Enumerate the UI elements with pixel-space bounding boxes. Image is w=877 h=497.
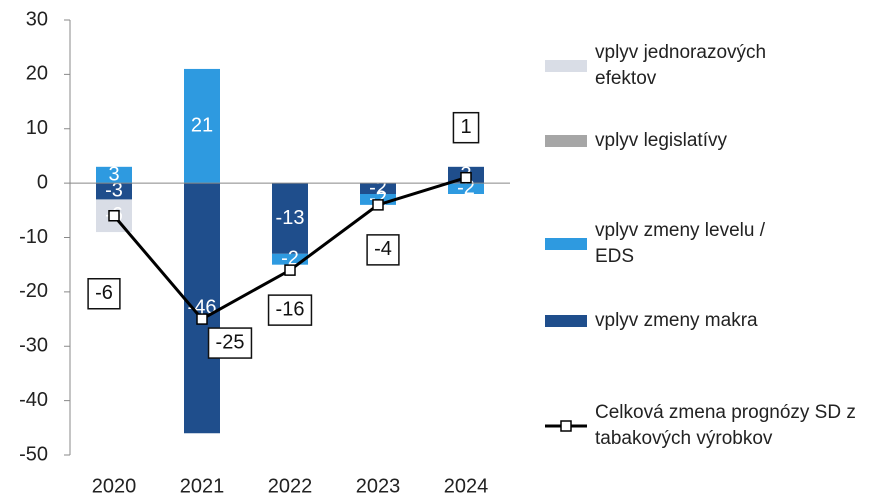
y-tick-label: -20: [19, 280, 48, 302]
x-tick-label: 2022: [268, 475, 313, 497]
line-label: -16: [276, 298, 305, 320]
marker: [284, 264, 296, 276]
legend-label: vplyv zmeny levelu / EDS: [595, 220, 766, 267]
legend-swatch: [545, 238, 587, 250]
y-tick-label: 10: [26, 117, 48, 139]
legend-swatch: [545, 315, 587, 327]
marker: [196, 313, 208, 325]
bar: [96, 166, 132, 184]
legend-label: vplyv jednorazových efektov: [595, 42, 767, 89]
data-label: 21: [191, 114, 213, 136]
line-label: 1: [460, 116, 471, 138]
legend-rect: [545, 238, 587, 250]
y-tick-label: 20: [26, 63, 48, 85]
y-tick-label: -30: [19, 335, 48, 357]
marker: [372, 199, 384, 211]
legend-rect: [545, 135, 587, 147]
line-label: -25: [216, 331, 245, 353]
legend-swatch: [545, 135, 587, 147]
y-tick-label: -40: [19, 389, 48, 411]
legend-swatch: [545, 420, 587, 432]
data-label: -46: [188, 296, 217, 318]
data-label: 3: [108, 163, 119, 185]
x-tick-label: 2023: [356, 475, 401, 497]
data-label: -2: [369, 177, 387, 199]
label-box: [452, 111, 480, 144]
x-tick-label: 2024: [444, 475, 489, 497]
data-label: -2: [281, 248, 299, 270]
legend-rect: [545, 60, 587, 72]
bar: [448, 183, 484, 194]
legend-label: Celková zmena prognózy SD z tabakových v…: [595, 402, 856, 449]
y-tick-label: 0: [37, 171, 48, 193]
y-tick-label: -50: [19, 443, 48, 465]
label-box: [207, 327, 253, 359]
legend-label: vplyv zmeny makra: [595, 310, 758, 331]
legend-item: vplyv legislatívy: [545, 128, 865, 154]
label-box: [366, 234, 400, 266]
bar: [184, 183, 220, 434]
y-tick-label: -10: [19, 226, 48, 248]
bar: [272, 253, 308, 265]
marker: [108, 210, 120, 222]
marker: [460, 171, 472, 184]
bar: [360, 183, 396, 194]
legend-item: vplyv zmeny makra: [545, 308, 865, 334]
label-box: [87, 278, 121, 310]
x-tick-label: 2021: [180, 475, 225, 497]
bar: [184, 68, 220, 184]
data-label: -13: [276, 207, 305, 229]
label-box: [267, 294, 313, 326]
legend-rect: [545, 315, 587, 327]
x-tick-label: 2020: [92, 475, 137, 497]
bar: [96, 183, 132, 200]
line-label: -6: [95, 282, 113, 304]
line-label: -4: [374, 238, 392, 260]
bar: [272, 183, 308, 254]
legend-item: Celková zmena prognózy SD z tabakových v…: [545, 400, 865, 452]
legend-item: vplyv jednorazových efektov: [545, 40, 865, 92]
y-tick-label: 30: [26, 8, 48, 30]
legend-label: vplyv legislatívy: [595, 130, 727, 151]
legend-swatch: [545, 60, 587, 72]
data-label: -3: [105, 180, 123, 202]
legend-marker: [560, 420, 572, 432]
legend-item: vplyv zmeny levelu / EDS: [545, 218, 865, 270]
